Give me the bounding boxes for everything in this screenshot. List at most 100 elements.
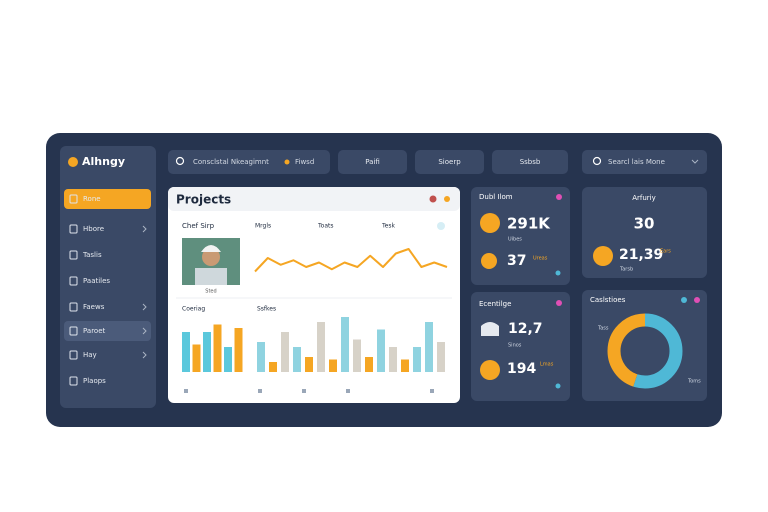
menu-item[interactable]: Hbore (83, 225, 104, 233)
bar (224, 347, 232, 372)
menu-icon (69, 276, 78, 286)
bar (213, 324, 222, 372)
tab[interactable] (415, 150, 484, 174)
stat-sub: Sinos (508, 343, 522, 349)
legend-dot (430, 389, 434, 393)
bar (377, 329, 385, 372)
menu-icon (69, 302, 78, 312)
donut-label: Tass (597, 326, 609, 332)
photo-body (195, 268, 227, 285)
bar (269, 362, 277, 372)
search-text: Searcl lais Mone (608, 158, 665, 166)
chart-title: Coeriag (182, 306, 205, 313)
menu-item[interactable]: Paatiles (83, 277, 110, 285)
search-icon (175, 156, 185, 166)
menu-item[interactable]: Hay (83, 351, 97, 359)
chevron (142, 303, 147, 311)
icon (480, 213, 500, 233)
dot (556, 194, 562, 200)
projects-header (168, 187, 460, 211)
bar (281, 332, 289, 372)
bar (401, 359, 409, 372)
chart-label: Toats (317, 223, 333, 230)
chevron (691, 159, 699, 164)
menu-icon (69, 376, 78, 386)
search-box[interactable] (168, 150, 330, 174)
search-text: Consclstal Nkeagimnt (193, 158, 269, 166)
sidebar (60, 146, 156, 408)
legend-dot (302, 389, 306, 393)
bar (192, 344, 201, 372)
chevron (142, 225, 147, 233)
card-title: Caslstioes (590, 296, 626, 304)
menu-item[interactable]: Faews (83, 303, 105, 311)
stat: 12,7 (508, 321, 543, 337)
menu-item[interactable]: Taslis (82, 251, 102, 259)
bar (389, 347, 397, 372)
bar (203, 332, 211, 372)
bar (437, 342, 445, 372)
menu-icon (69, 250, 78, 260)
bar (425, 322, 433, 372)
legend-dot (258, 389, 262, 393)
bar (182, 332, 190, 372)
menu-item[interactable]: Rone (83, 195, 101, 203)
search-icon (592, 156, 602, 166)
icon (481, 322, 499, 336)
icon (480, 360, 500, 380)
bar (365, 357, 373, 372)
card-title: Arfuriy (632, 194, 656, 202)
menu-item[interactable]: Plaops (83, 377, 106, 385)
menu-item[interactable]: Paroet (83, 327, 106, 335)
bar (413, 347, 421, 372)
dot (555, 383, 561, 389)
icon (481, 253, 497, 269)
menu-active[interactable] (64, 189, 151, 209)
chart-label: Tesk (381, 223, 395, 230)
search-box[interactable] (582, 150, 707, 174)
dot (681, 297, 687, 303)
filter-dot (284, 159, 290, 165)
stat: 194 (507, 361, 536, 377)
tab[interactable] (338, 150, 407, 174)
tab-label: Sioerp (438, 158, 461, 166)
menu-icon (69, 224, 78, 234)
profile-label: Chef Sirp (182, 222, 215, 230)
dot (556, 300, 562, 306)
stat: 291K (507, 215, 551, 233)
legend-dot (346, 389, 350, 393)
icon (429, 195, 437, 203)
tab-label: Ssbsb (520, 158, 541, 166)
bar (329, 359, 337, 372)
menu-hover[interactable] (64, 321, 151, 341)
logo-icon (68, 157, 78, 167)
dot (555, 270, 561, 276)
logo: Alhngy (82, 155, 125, 168)
tab-label: Paifi (365, 158, 380, 166)
card-title: Dubl Ilom (479, 193, 513, 201)
card (582, 187, 707, 278)
card-title: Ecentilge (479, 300, 511, 308)
menu-icon (69, 194, 78, 204)
stat-sub: Uibes (508, 237, 522, 243)
stat-note: Lmas (540, 362, 554, 368)
line-series (254, 248, 448, 273)
chevron (142, 351, 147, 359)
profile-caption: Sted (205, 289, 216, 295)
stat: 30 (634, 215, 655, 233)
menu-icon (69, 326, 78, 336)
menu-icon (69, 350, 78, 360)
bar (353, 339, 361, 372)
tab[interactable] (492, 150, 568, 174)
dot (694, 297, 700, 303)
icon (437, 222, 445, 230)
stat: 21,39 (619, 247, 663, 263)
stat-note: Ureas (533, 256, 548, 262)
filter: Fiwsd (295, 158, 314, 166)
bar (305, 357, 313, 372)
icon (444, 196, 450, 202)
bar (293, 347, 301, 372)
donut-label: Toms (687, 379, 701, 385)
